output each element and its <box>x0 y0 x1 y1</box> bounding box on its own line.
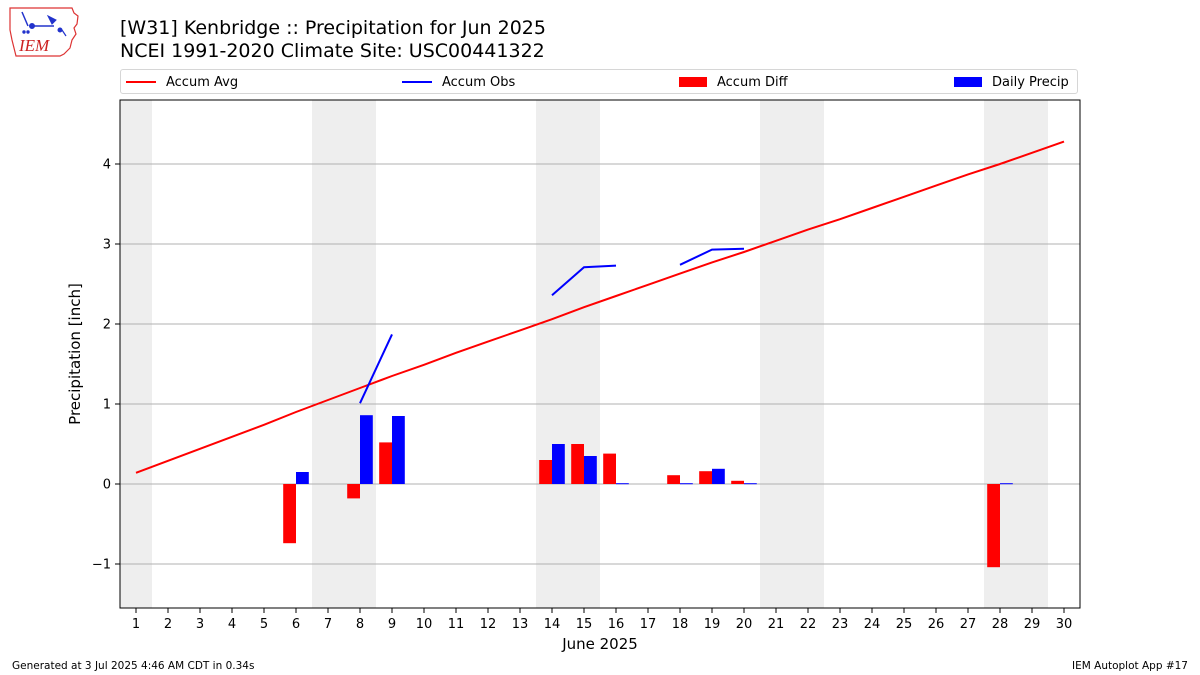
y-axis-label: Precipitation [inch] <box>66 283 84 425</box>
accum-diff-bar <box>667 475 680 484</box>
chart-subtitle: NCEI 1991-2020 Climate Site: USC00441322 <box>120 40 545 62</box>
weekend-shade-band <box>120 100 152 608</box>
legend-item-daily-precip: Daily Precip <box>954 74 1069 90</box>
x-tick-label: 16 <box>608 617 625 632</box>
accum-diff-bar <box>987 484 1000 568</box>
x-tick-label: 24 <box>864 617 881 632</box>
accum-avg-series <box>135 140 1065 474</box>
x-tick-label: 19 <box>704 617 721 632</box>
iowa-state-outline <box>9 7 79 57</box>
x-tick-label: 25 <box>896 617 913 632</box>
y-tick-label: 3 <box>103 238 111 253</box>
y-tick-label: −1 <box>92 558 111 573</box>
weekend-shade-band <box>760 100 824 608</box>
weekend-shade-band <box>312 100 376 608</box>
x-tick-label: 15 <box>576 617 593 632</box>
legend: Accum Avg Accum Obs Accum Diff Daily Pre… <box>120 69 1078 94</box>
y-gridlines <box>120 163 1080 565</box>
legend-item-accum-avg: Accum Avg <box>126 74 238 90</box>
x-tick-label: 9 <box>388 617 396 632</box>
accum-diff-bar <box>731 480 744 484</box>
daily-precip-bar <box>296 472 309 484</box>
y-tick-label: 2 <box>103 318 111 333</box>
x-tick-label: 30 <box>1056 617 1073 632</box>
accum-diff-bar <box>379 442 392 484</box>
daily-precip-bar <box>552 444 565 484</box>
weather-instruments-icon <box>21 11 67 37</box>
legend-swatch-accum-avg <box>126 81 156 83</box>
x-tick-label: 10 <box>416 617 433 632</box>
accum-diff-bar <box>283 484 296 544</box>
x-tick-label: 29 <box>1024 617 1041 632</box>
x-tick-label: 3 <box>196 617 204 632</box>
x-tick-label: 13 <box>512 617 529 632</box>
daily-precip-bars <box>296 415 1013 485</box>
x-tick-label: 8 <box>356 617 364 632</box>
daily-precip-bar <box>744 483 757 485</box>
y-tick-label: 4 <box>103 158 111 173</box>
daily-precip-bar <box>584 456 597 484</box>
x-tick-label: 12 <box>480 617 497 632</box>
legend-swatch-daily-precip <box>954 77 982 87</box>
accum-diff-bar <box>571 444 584 484</box>
legend-label-accum-avg: Accum Avg <box>166 74 239 90</box>
legend-label-accum-obs: Accum Obs <box>442 74 516 90</box>
x-axis: 1 2 3 4 5 6 7 8 9 10 11 12 13 14 15 16 17 18 19 20 21 22 23 24 2… <box>132 608 1072 632</box>
x-tick-label: 17 <box>640 617 657 632</box>
x-tick-label: 20 <box>736 617 753 632</box>
accum-diff-bar <box>699 471 712 484</box>
accum-obs-line <box>551 264 617 296</box>
plot-area-frame <box>119 99 1081 609</box>
x-tick-label: 6 <box>292 617 300 632</box>
x-tick-label: 26 <box>928 617 945 632</box>
x-tick-label: 1 <box>132 617 140 632</box>
y-axis: −1 0 1 2 3 4 <box>92 158 120 573</box>
daily-precip-bar <box>360 415 373 484</box>
accum-diff-bar <box>603 453 616 484</box>
y-tick-label: 1 <box>103 398 111 413</box>
legend-label-accum-diff: Accum Diff <box>717 74 788 90</box>
daily-precip-bar <box>616 483 629 485</box>
legend-swatch-accum-diff <box>679 77 707 87</box>
legend-item-accum-obs: Accum Obs <box>402 74 515 90</box>
x-tick-label: 28 <box>992 617 1009 632</box>
legend-item-accum-diff: Accum Diff <box>679 74 788 90</box>
accum-avg-line <box>135 140 1065 474</box>
x-tick-label: 7 <box>324 617 332 632</box>
accum-obs-series <box>359 247 745 404</box>
accum-diff-bar <box>539 460 552 484</box>
x-tick-label: 14 <box>544 617 561 632</box>
x-tick-label: 11 <box>448 617 465 632</box>
accum-obs-line <box>359 333 393 404</box>
logo-text: IEM <box>18 36 50 55</box>
accum-obs-line <box>679 247 745 266</box>
daily-precip-bar <box>392 416 405 484</box>
weekend-shade-band <box>536 100 600 608</box>
x-tick-label: 4 <box>228 617 236 632</box>
weekend-shading <box>120 100 1048 608</box>
footer-generated-text: Generated at 3 Jul 2025 4:46 AM CDT in 0… <box>12 660 255 672</box>
chart-title: [W31] Kenbridge :: Precipitation for Jun… <box>120 17 546 39</box>
x-tick-label: 27 <box>960 617 977 632</box>
y-tick-label: 0 <box>103 478 111 493</box>
x-axis-label: June 2025 <box>561 635 638 653</box>
x-tick-label: 23 <box>832 617 849 632</box>
x-tick-label: 2 <box>164 617 172 632</box>
accum-diff-bars <box>283 442 1000 568</box>
daily-precip-bar <box>680 483 693 485</box>
x-tick-label: 22 <box>800 617 817 632</box>
legend-swatch-accum-obs <box>402 81 432 83</box>
accum-diff-bar <box>347 484 360 499</box>
footer-app-label: IEM Autoplot App #17 <box>1072 660 1188 672</box>
x-tick-label: 21 <box>768 617 785 632</box>
x-tick-label: 18 <box>672 617 689 632</box>
legend-label-daily-precip: Daily Precip <box>992 74 1069 90</box>
iem-logo: IEM <box>9 7 79 57</box>
daily-precip-bar <box>712 468 725 484</box>
x-tick-label: 5 <box>260 617 268 632</box>
daily-precip-bar <box>1000 483 1013 485</box>
